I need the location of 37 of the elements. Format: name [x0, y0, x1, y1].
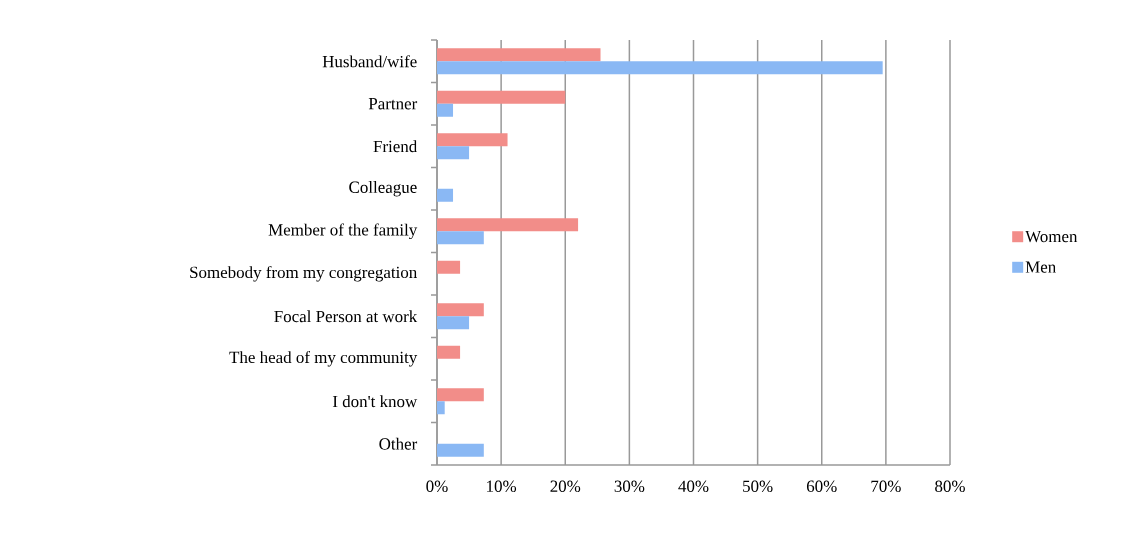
x-tick-label: 20% [550, 480, 581, 493]
x-tick-label: 10% [487, 480, 517, 493]
y-tick-label: Partner [368, 98, 418, 110]
legend-label: Men [1025, 261, 1056, 273]
bar [437, 90, 566, 104]
bar [437, 133, 508, 147]
x-tick-label: 30% [614, 480, 645, 493]
bar [437, 345, 461, 359]
x-tick-label: 70% [871, 480, 901, 493]
x-tick-label: 0% [426, 480, 448, 493]
bar [437, 218, 579, 232]
x-tick-label: 40% [678, 480, 709, 493]
y-tick-label: I don't know [332, 395, 418, 408]
y-tick-label: The head of my community [229, 350, 418, 367]
legend-label: Women [1025, 230, 1078, 243]
y-tick-label: Colleague [349, 181, 417, 197]
bar [437, 260, 461, 274]
y-tick-label: Focal Person at work [274, 310, 418, 323]
y-tick-label: Somebody from my congregation [190, 265, 417, 282]
bar [437, 401, 445, 415]
bar [437, 303, 484, 317]
y-tick-label: Friend [373, 140, 418, 153]
bar [437, 146, 470, 160]
x-tick-label: 50% [743, 480, 773, 493]
bar [437, 316, 470, 330]
bar [437, 103, 454, 117]
y-tick-label: Husband/wife [322, 55, 417, 68]
bar [437, 388, 484, 402]
bar [437, 443, 484, 457]
bar [437, 61, 883, 75]
bar [437, 231, 484, 245]
bar [437, 48, 601, 62]
x-tick-label: 60% [806, 480, 837, 493]
bar [437, 188, 454, 202]
y-tick-label: Member of the family [268, 223, 418, 240]
x-tick-label: 80% [935, 480, 965, 493]
y-tick-label: Other [379, 437, 418, 450]
